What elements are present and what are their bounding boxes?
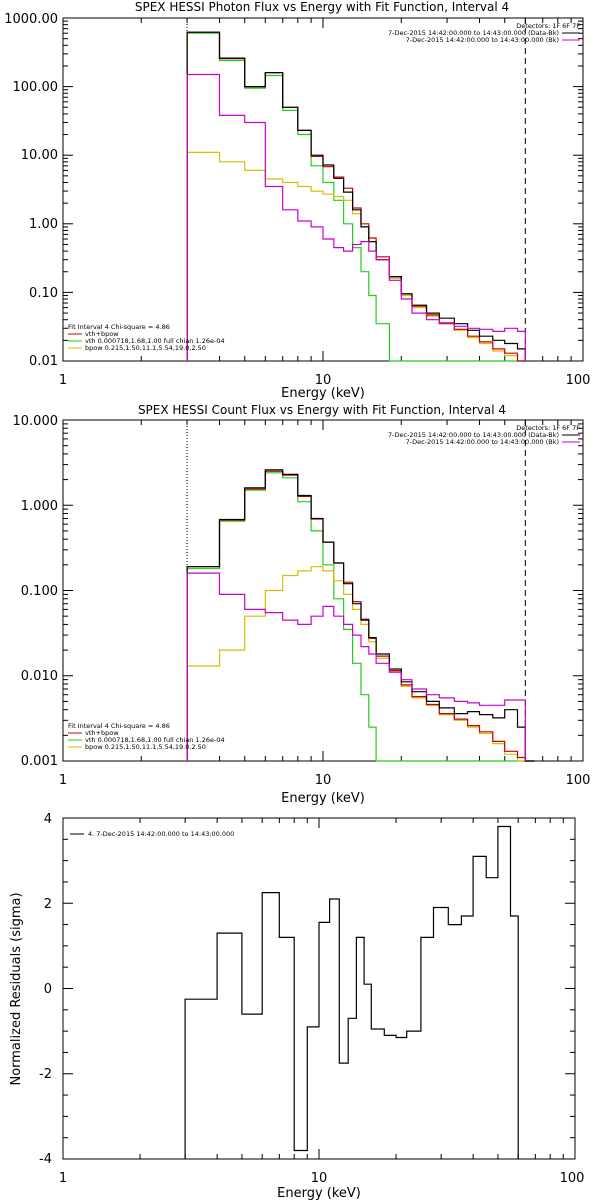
- count-fit-interval-label: Fit Interval 4 Chi-square = 4.86: [68, 722, 170, 730]
- residuals-y-tick-label: 0: [44, 982, 52, 997]
- photon-flux-frame: [62, 17, 584, 362]
- photon-y-tick-label: 0.10: [29, 286, 58, 301]
- photon-y-tick-label: 1000.00: [4, 12, 58, 27]
- count-flux-title: SPEX HESSI Count Flux vs Energy with Fit…: [138, 403, 506, 417]
- photon-y-tick-label: 1.00: [29, 217, 58, 232]
- residuals-panel: -4 -2 0 2 4 1 10 100 Energy (keV) Normal…: [9, 812, 584, 1200]
- photon-flux-title: SPEX HESSI Photon Flux vs Energy with Fi…: [135, 0, 509, 14]
- count-y-tick-label: 0.001: [21, 754, 58, 769]
- count-x-tick-label: 10: [315, 773, 332, 788]
- count-y-tick-label: 0.100: [21, 584, 58, 599]
- background-series-line: [186, 572, 526, 761]
- photon-y-tick-label: 0.01: [29, 354, 58, 369]
- count-y-tick-label: 1.000: [21, 499, 58, 514]
- model_sum-series-line: [186, 31, 526, 362]
- photon-x-axis-label: Energy (keV): [281, 386, 365, 401]
- count-legend-sum: vth+bpow: [85, 729, 119, 737]
- residuals-x-tick-label: 100: [560, 1171, 585, 1186]
- photon-x-tick-label: 100: [566, 373, 591, 388]
- count-y-tick-label: 10.000: [13, 414, 59, 429]
- count-flux-panel: SPEX HESSI Count Flux vs Energy with Fit…: [13, 403, 591, 806]
- photon-legend-data-bk: 7-Dec-2015 14:42:00.000 to 14:43:00.000 …: [388, 29, 559, 37]
- residuals-series-line: [184, 825, 519, 1159]
- residuals-x-axis-label: Energy (keV): [277, 1186, 361, 1200]
- count-detectors-label: Detectors: 1F 6F 7F: [516, 424, 580, 432]
- photon-y-tick-label: 100.00: [13, 80, 59, 95]
- photon-detectors-label: Detectors: 1F 6F 7F: [516, 22, 580, 30]
- photon-fit-interval-label: Fit Interval 4 Chi-square = 4.86: [68, 323, 170, 331]
- residuals-y-tick-label: 4: [44, 812, 52, 827]
- vth-series-line: [186, 32, 526, 362]
- count-x-axis-label: Energy (keV): [281, 791, 365, 806]
- count-y-tick-label: 0.010: [21, 669, 58, 684]
- count-x-tick-label: 100: [566, 773, 591, 788]
- count-x-tick-label: 1: [59, 773, 67, 788]
- photon-x-tick-label: 1: [59, 373, 67, 388]
- count-legend-data-bk: 7-Dec-2015 14:42:00.000 to 14:43:00.000 …: [388, 431, 559, 439]
- residuals-y-tick-label: -2: [39, 1067, 52, 1082]
- photon-legend-sum: vth+bpow: [85, 330, 119, 338]
- residuals-legend-label: 4. 7-Dec-2015 14:42:00.000 to 14:43:00.0…: [88, 830, 234, 838]
- photon-x-tick-label: 10: [315, 373, 332, 388]
- data-series-line: [186, 469, 535, 762]
- count-legend-vth: vth 0.000718,1.68,1.00 full chian 1.26e-…: [85, 736, 225, 744]
- residuals-x-tick-label: 1: [59, 1171, 67, 1186]
- photon-legend-bk: 7-Dec-2015 14:42:00.000 to 14:43:00.000 …: [406, 36, 559, 44]
- residuals-y-tick-label: -4: [39, 1152, 52, 1167]
- count-legend-bpow: bpow 0.215,1.50,11.1,5.54,19.0,2.50: [85, 743, 206, 751]
- count-legend-bk: 7-Dec-2015 14:42:00.000 to 14:43:00.000 …: [406, 438, 559, 446]
- residuals-x-tick-label: 10: [311, 1171, 328, 1186]
- photon-legend-vth: vth 0.000718,1.68,1.00 full chian 1.26e-…: [85, 337, 225, 345]
- residuals-y-tick-label: 2: [44, 897, 52, 912]
- photon-y-tick-label: 10.00: [21, 148, 58, 163]
- photon-flux-panel: SPEX HESSI Photon Flux vs Energy with Fi…: [4, 0, 590, 401]
- photon-legend-bpow: bpow 0.215,1.50,11.1,5.54,19.0,2.50: [85, 344, 206, 352]
- data-series-line: [186, 31, 526, 361]
- background-series-line: [186, 73, 526, 361]
- residuals-y-axis-label: Normalized Residuals (sigma): [9, 892, 24, 1085]
